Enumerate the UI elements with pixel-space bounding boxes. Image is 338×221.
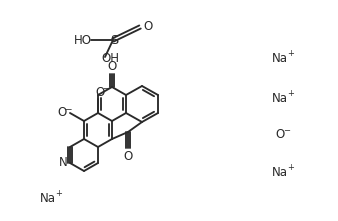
Text: N: N: [58, 156, 67, 170]
Text: OH: OH: [101, 51, 119, 65]
Text: Na: Na: [40, 192, 56, 204]
Text: O: O: [123, 149, 132, 162]
Text: Na: Na: [272, 91, 288, 105]
Text: O: O: [143, 21, 153, 34]
Text: +: +: [288, 164, 294, 173]
Text: O: O: [107, 61, 117, 74]
Text: HO: HO: [74, 34, 92, 46]
Text: O: O: [95, 86, 105, 99]
Text: +: +: [55, 189, 63, 198]
Text: −: −: [284, 126, 290, 135]
Text: +: +: [288, 90, 294, 99]
Text: S: S: [110, 34, 118, 46]
Text: −: −: [64, 105, 72, 114]
Text: O: O: [57, 107, 67, 120]
Text: Na: Na: [272, 51, 288, 65]
Text: −: −: [102, 84, 110, 93]
Text: O: O: [275, 128, 285, 141]
Text: +: +: [288, 50, 294, 59]
Text: Na: Na: [272, 166, 288, 179]
